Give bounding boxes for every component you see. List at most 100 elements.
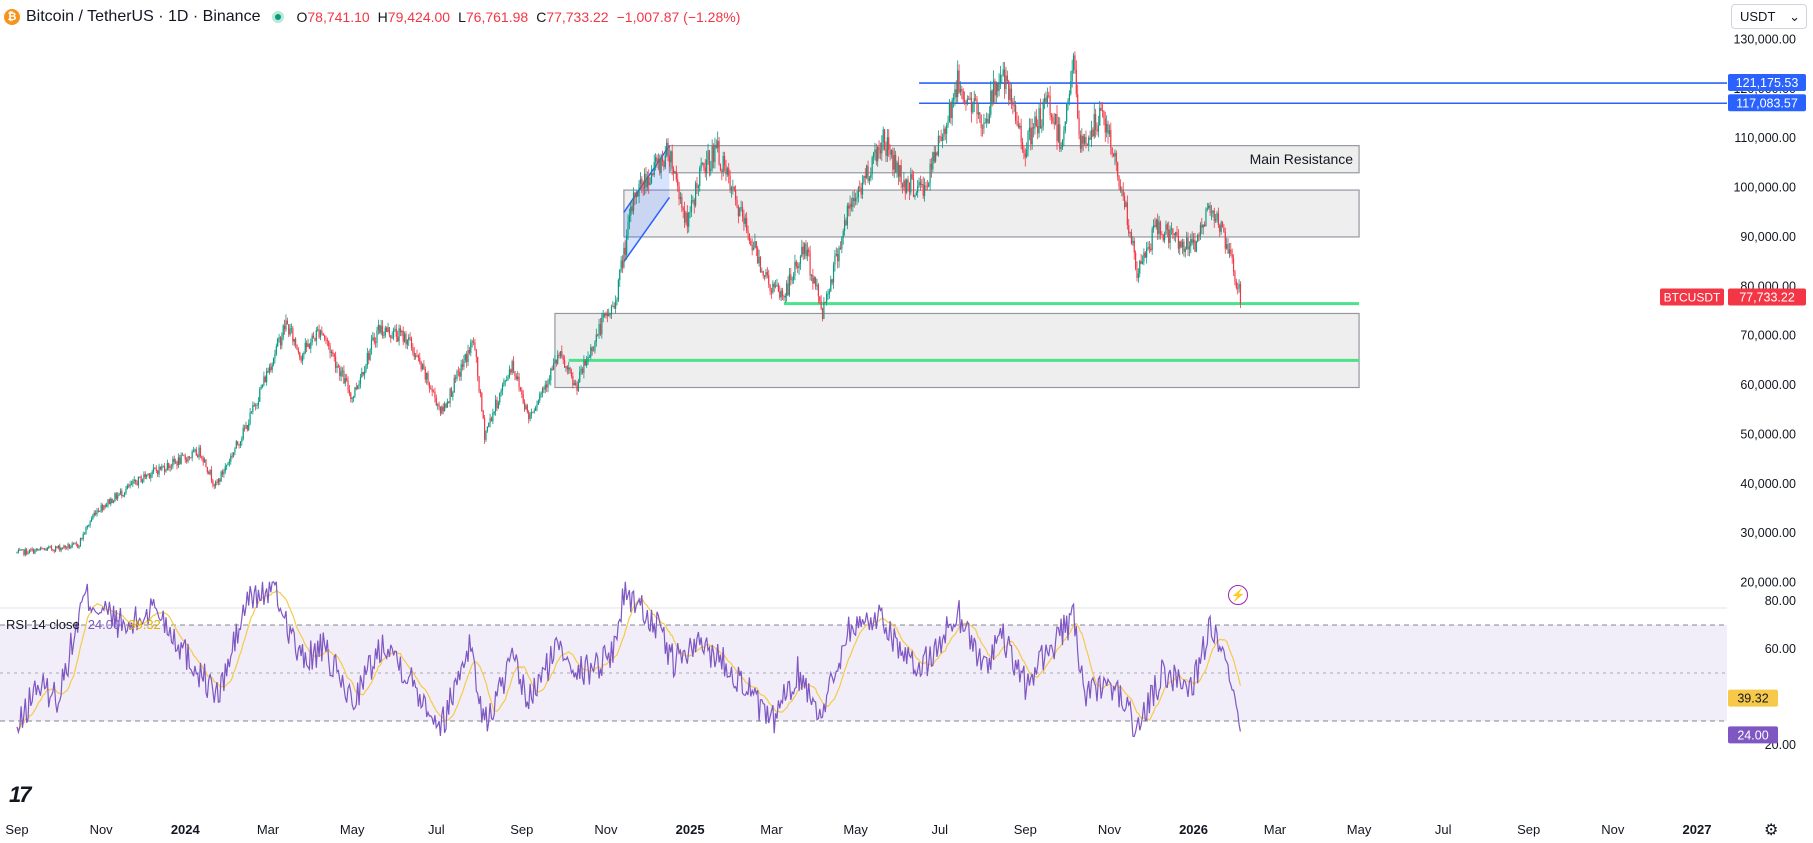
candle-body bbox=[203, 459, 206, 463]
tradingview-logo[interactable]: 17 bbox=[9, 782, 32, 807]
candle-body bbox=[143, 474, 145, 480]
currency-select[interactable]: USDT ⌄ bbox=[1731, 4, 1807, 29]
candle-body bbox=[667, 142, 669, 157]
level-price-label: 121,175.53 bbox=[1736, 76, 1799, 90]
candle-body bbox=[387, 327, 389, 333]
market-open-icon bbox=[272, 11, 285, 23]
time-tick-label: 2025 bbox=[676, 822, 705, 837]
candle-body bbox=[743, 216, 745, 224]
rsi-label: RSI 14 close bbox=[6, 617, 80, 632]
candle-body bbox=[972, 103, 974, 113]
candle-body bbox=[441, 406, 443, 414]
candle-body bbox=[1104, 118, 1106, 133]
candle-body bbox=[763, 275, 766, 277]
candle-body bbox=[944, 128, 946, 134]
candle-body bbox=[846, 205, 848, 226]
candle-body bbox=[559, 351, 562, 356]
candle-body bbox=[525, 405, 527, 410]
candle-body bbox=[28, 549, 31, 554]
candle-body bbox=[711, 146, 713, 169]
lightning-icon[interactable]: ⚡ bbox=[1228, 585, 1248, 605]
candle-body bbox=[323, 335, 326, 338]
candle-body bbox=[806, 249, 808, 257]
candle-body bbox=[1198, 235, 1200, 236]
channel-upper-line bbox=[623, 145, 671, 213]
candle-body bbox=[1123, 196, 1126, 207]
candle-body bbox=[801, 246, 803, 257]
symbol-title[interactable]: Bitcoin / TetherUS · 1D · Binance bbox=[26, 8, 261, 25]
candle-body bbox=[541, 388, 544, 393]
candle-body bbox=[893, 154, 895, 170]
candle-body bbox=[621, 260, 624, 268]
candle-body bbox=[99, 511, 101, 512]
candle-body bbox=[1217, 213, 1219, 226]
candle-body bbox=[577, 381, 579, 391]
candle-body bbox=[399, 328, 402, 333]
candle-body bbox=[395, 328, 397, 337]
candle-body bbox=[1202, 224, 1204, 228]
candle-body bbox=[759, 256, 762, 272]
candle-body bbox=[1184, 248, 1186, 253]
candle-body bbox=[777, 284, 779, 292]
candle-body bbox=[1008, 81, 1010, 100]
candle-body bbox=[522, 394, 524, 403]
candle-body bbox=[1079, 134, 1082, 149]
candle-body bbox=[838, 247, 840, 262]
candle-body bbox=[1190, 239, 1192, 247]
candle-body bbox=[256, 405, 258, 406]
candle-body bbox=[859, 187, 861, 189]
candle-body bbox=[1023, 149, 1025, 154]
candle-body bbox=[580, 368, 582, 372]
candle-body bbox=[958, 70, 960, 93]
candle-body bbox=[638, 183, 640, 197]
candle-body bbox=[736, 199, 738, 207]
candle-body bbox=[339, 367, 341, 377]
candle-body bbox=[878, 147, 880, 151]
candle-body bbox=[786, 283, 788, 297]
candle-body bbox=[1201, 224, 1203, 228]
candle-body bbox=[697, 185, 699, 188]
candle-body bbox=[579, 371, 581, 382]
candle-body bbox=[111, 498, 113, 504]
candle-body bbox=[410, 337, 413, 348]
candle-body bbox=[439, 406, 442, 414]
candle-body bbox=[565, 366, 567, 368]
candle-body bbox=[492, 413, 494, 422]
candle-body bbox=[1027, 131, 1029, 150]
candle-body bbox=[194, 449, 196, 451]
candle-body bbox=[1002, 69, 1004, 75]
candle-body bbox=[751, 245, 753, 251]
candle-body bbox=[765, 271, 767, 277]
candle-body bbox=[169, 466, 171, 468]
candle-body bbox=[935, 152, 937, 162]
candle-body bbox=[523, 402, 526, 410]
candle-body bbox=[267, 370, 269, 373]
candle-body bbox=[78, 545, 80, 548]
candle-body bbox=[43, 548, 46, 550]
candle-body bbox=[548, 380, 551, 382]
last-price-tag bbox=[1728, 288, 1806, 306]
rsi-legend[interactable]: RSI 14 close 24.00 39.32 bbox=[6, 617, 161, 632]
rsi-value-tag bbox=[1728, 726, 1778, 744]
rsi-tick-label: 60.00 bbox=[1765, 642, 1796, 656]
candle-body bbox=[46, 547, 48, 551]
candle-body bbox=[187, 456, 189, 462]
candle-body bbox=[1179, 241, 1181, 249]
candle-body bbox=[933, 152, 935, 162]
candle-body bbox=[566, 366, 568, 370]
candle-body bbox=[1210, 212, 1213, 214]
candle-body bbox=[1126, 202, 1128, 226]
candle-body bbox=[150, 474, 152, 478]
candle-body bbox=[591, 347, 593, 352]
candle-body bbox=[431, 389, 433, 392]
candle-body bbox=[391, 337, 393, 339]
candle-body bbox=[347, 380, 349, 390]
gear-icon[interactable]: ⚙ bbox=[1764, 822, 1779, 839]
candle-body bbox=[569, 367, 571, 373]
candle-body bbox=[501, 384, 504, 391]
candle-body bbox=[74, 543, 76, 545]
candle-body bbox=[617, 280, 619, 300]
candle-body bbox=[563, 359, 566, 368]
candle-body bbox=[409, 337, 411, 339]
